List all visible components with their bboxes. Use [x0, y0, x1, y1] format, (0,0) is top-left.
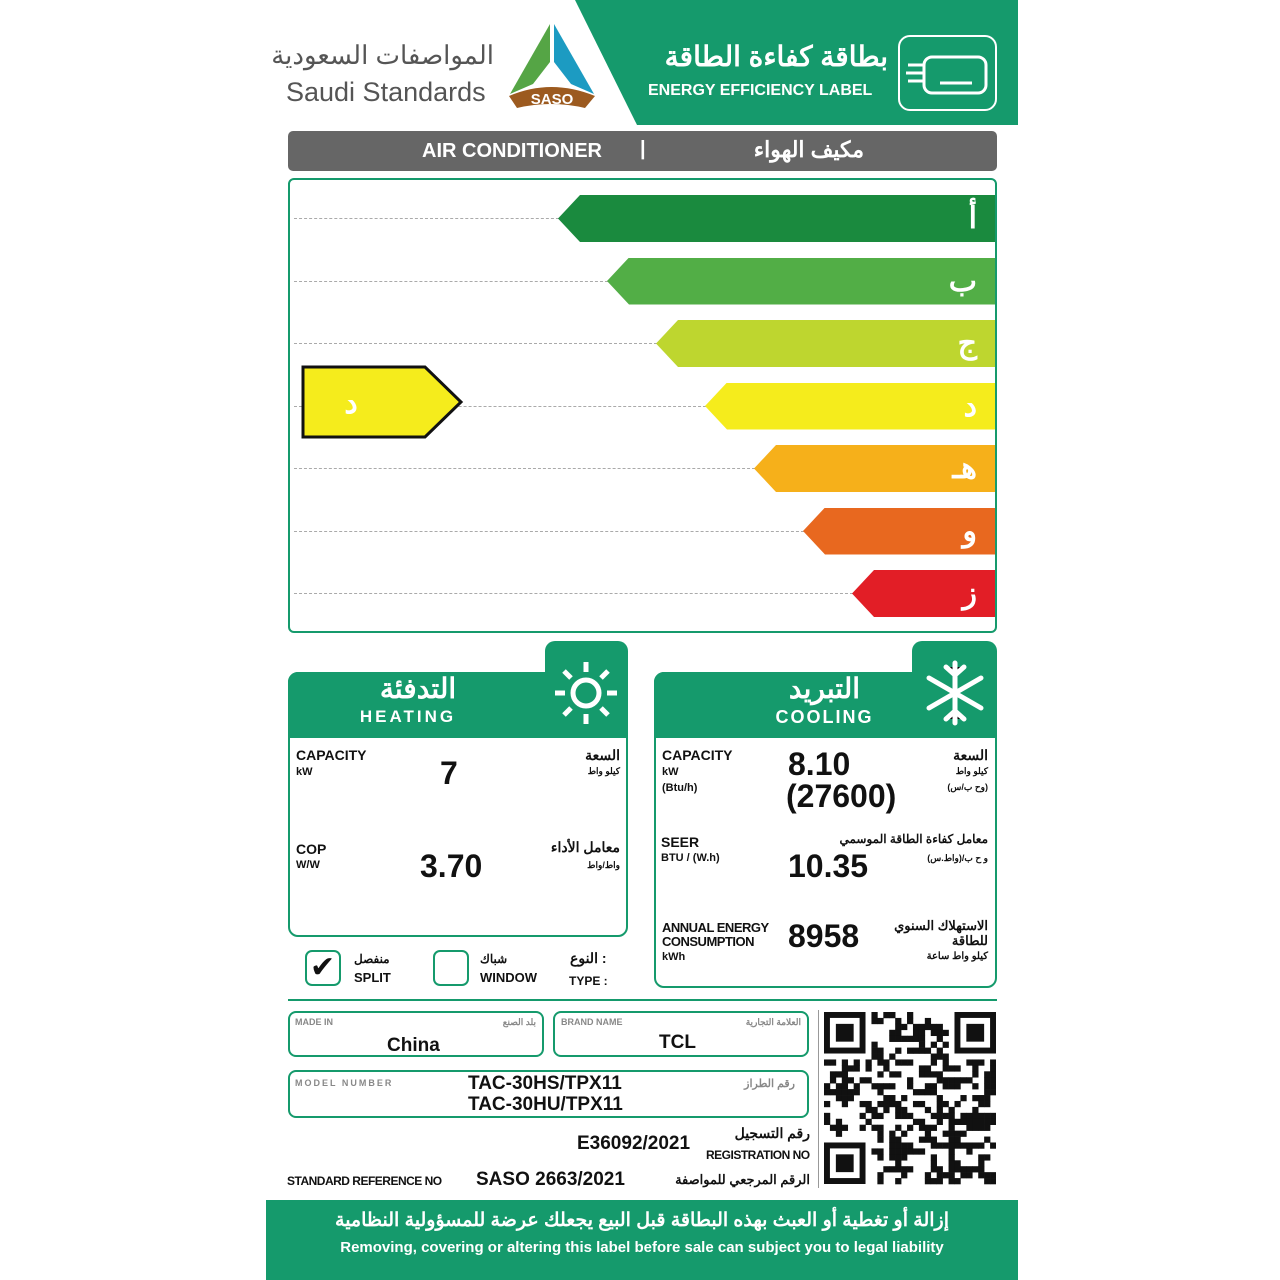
svg-text:د: د — [344, 387, 357, 420]
org-name-en: Saudi Standards — [286, 77, 486, 107]
model-value-1: TAC-30HS/TPX11 — [468, 1073, 622, 1094]
seer-label-ar: معامل كفاءة الطاقة الموسمي — [839, 832, 988, 846]
split-label-ar: منفصل — [354, 952, 390, 966]
scale-guide-line — [294, 468, 760, 469]
window-checkbox[interactable] — [433, 950, 469, 986]
rating-indicator: د — [301, 365, 464, 438]
snowflake-icon — [926, 660, 984, 726]
aec-unit-ar: كيلو واط ساعة — [926, 951, 988, 962]
org-name-ar: المواصفات السعودية — [271, 40, 494, 70]
aec-label2-ar: للطاقة — [951, 933, 988, 948]
cop-label: COP — [296, 841, 327, 857]
cop-unit: W/W — [296, 859, 320, 871]
brand-box: BRAND NAME العلامة التجارية TCL — [553, 1011, 809, 1057]
seer-value: 10.35 — [788, 848, 869, 884]
seer-unit: BTU / (W.h) — [661, 852, 720, 864]
cooling-capacity-btu: (27600) — [786, 778, 897, 814]
cop-unit-ar: واط/واط — [587, 860, 620, 870]
aec-label: ANNUAL ENERGY — [662, 920, 769, 935]
cooling-capacity-unit-ar: كيلو واط — [955, 766, 988, 776]
label-title-ar: بطاقة كفاءة الطاقة — [664, 41, 888, 72]
warning-en: Removing, covering or altering this labe… — [340, 1239, 944, 1256]
aec-value: 8958 — [788, 918, 860, 954]
energy-class-bar: ج — [656, 320, 995, 367]
heating-header: التدفئة HEATING — [288, 672, 628, 738]
registration-value: E36092/2021 — [577, 1133, 691, 1154]
made-in-value: China — [387, 1035, 440, 1056]
product-ar: مكيف الهواء — [753, 137, 864, 162]
window-label-ar: شباك — [480, 952, 508, 966]
scale-guide-line — [294, 218, 564, 219]
standard-ref-value: SASO 2663/2021 — [476, 1169, 625, 1190]
type-label-ar: النوع : — [570, 950, 607, 966]
model-label: MODEL NUMBER — [295, 1078, 394, 1088]
scale-guide-line — [294, 343, 662, 344]
product-type-bar: AIR CONDITIONER | مكيف الهواء — [288, 131, 997, 171]
energy-class-bar: أ — [558, 195, 995, 242]
cooling-capacity-value: 8.10 — [788, 746, 851, 782]
aec-label2: CONSUMPTION — [662, 934, 755, 949]
type-label: TYPE : — [569, 974, 608, 988]
warning-ar: إزالة أو تغطية أو العبث بهذه البطاقة قبل… — [335, 1210, 949, 1231]
scale-guide-line — [294, 280, 613, 282]
seer-unit-ar: و ح ب/(واط.س) — [927, 853, 988, 863]
made-in-label-ar: بلد الصنع — [502, 1017, 536, 1027]
air-conditioner-icon — [898, 35, 997, 111]
heating-capacity-unit-ar: كيلو واط — [587, 766, 620, 776]
model-value-2: TAC-30HU/TPX11 — [468, 1094, 623, 1115]
sun-icon — [555, 662, 617, 724]
energy-class-bar: هـ — [754, 445, 995, 492]
heating-capacity-label: CAPACITY — [296, 747, 367, 763]
scale-guide-line — [294, 530, 809, 532]
heating-capacity-unit: kW — [296, 766, 313, 778]
svg-text:SASO: SASO — [531, 91, 574, 108]
model-box: MODEL NUMBER رقم الطراز TAC-30HS/TPX11 T… — [288, 1070, 809, 1118]
divider — [288, 999, 997, 1001]
energy-scale: أ ب ج د هـ و ز — [288, 178, 997, 633]
made-in-box: MADE IN بلد الصنع China — [288, 1011, 544, 1057]
cooling-capacity-unit2: (Btu/h) — [662, 782, 698, 794]
split-checkbox[interactable]: ✔ — [305, 950, 341, 986]
registration-label-ar: رقم التسجيل — [734, 1125, 810, 1141]
scale-guide-line — [294, 405, 711, 407]
saso-logo: SASO — [509, 24, 595, 108]
cooling-capacity-label-ar: السعة — [953, 747, 988, 763]
check-icon: ✔ — [310, 951, 336, 984]
standard-ref-label-ar: الرقم المرجعي للمواصفة — [675, 1172, 810, 1187]
brand-label: BRAND NAME — [561, 1017, 623, 1027]
product-en: AIR CONDITIONER — [422, 140, 602, 162]
split-label: SPLIT — [354, 970, 391, 985]
standard-ref-label: STANDARD REFERENCE NO — [287, 1174, 442, 1188]
registration-label: REGISTRATION NO — [706, 1148, 810, 1162]
energy-class-bar: و — [803, 507, 995, 555]
header-banner — [575, 0, 1018, 125]
brand-label-ar: العلامة التجارية — [745, 1017, 801, 1027]
aec-unit: kWh — [662, 951, 686, 963]
cop-label-ar: معامل الأداء — [550, 839, 620, 855]
window-label: WINDOW — [480, 970, 538, 985]
qr-divider — [818, 1010, 819, 1188]
aec-label-ar: الاستهلاك السنوي — [894, 918, 988, 933]
brand-value: TCL — [659, 1032, 696, 1053]
scale-guide-line — [294, 593, 858, 594]
label-title-en: ENERGY EFFICIENCY LABEL — [648, 82, 873, 99]
qr-code[interactable] — [824, 1012, 996, 1186]
legal-warning-footer: إزالة أو تغطية أو العبث بهذه البطاقة قبل… — [266, 1200, 1018, 1280]
cooling-capacity-unit: kW — [662, 766, 679, 778]
seer-label: SEER — [661, 834, 700, 850]
made-in-label: MADE IN — [295, 1017, 333, 1027]
energy-class-bar: ب — [607, 257, 995, 305]
cooling-capacity-label: CAPACITY — [662, 747, 733, 763]
energy-class-bar: د — [705, 382, 995, 430]
heating-capacity-value: 7 — [440, 755, 458, 791]
cooling-capacity-unit2-ar: (وح ب/س) — [947, 782, 988, 792]
energy-class-bar: ز — [852, 570, 995, 617]
model-label-ar: رقم الطراز — [744, 1078, 795, 1090]
cop-value: 3.70 — [420, 848, 483, 884]
heating-capacity-label-ar: السعة — [585, 747, 620, 763]
